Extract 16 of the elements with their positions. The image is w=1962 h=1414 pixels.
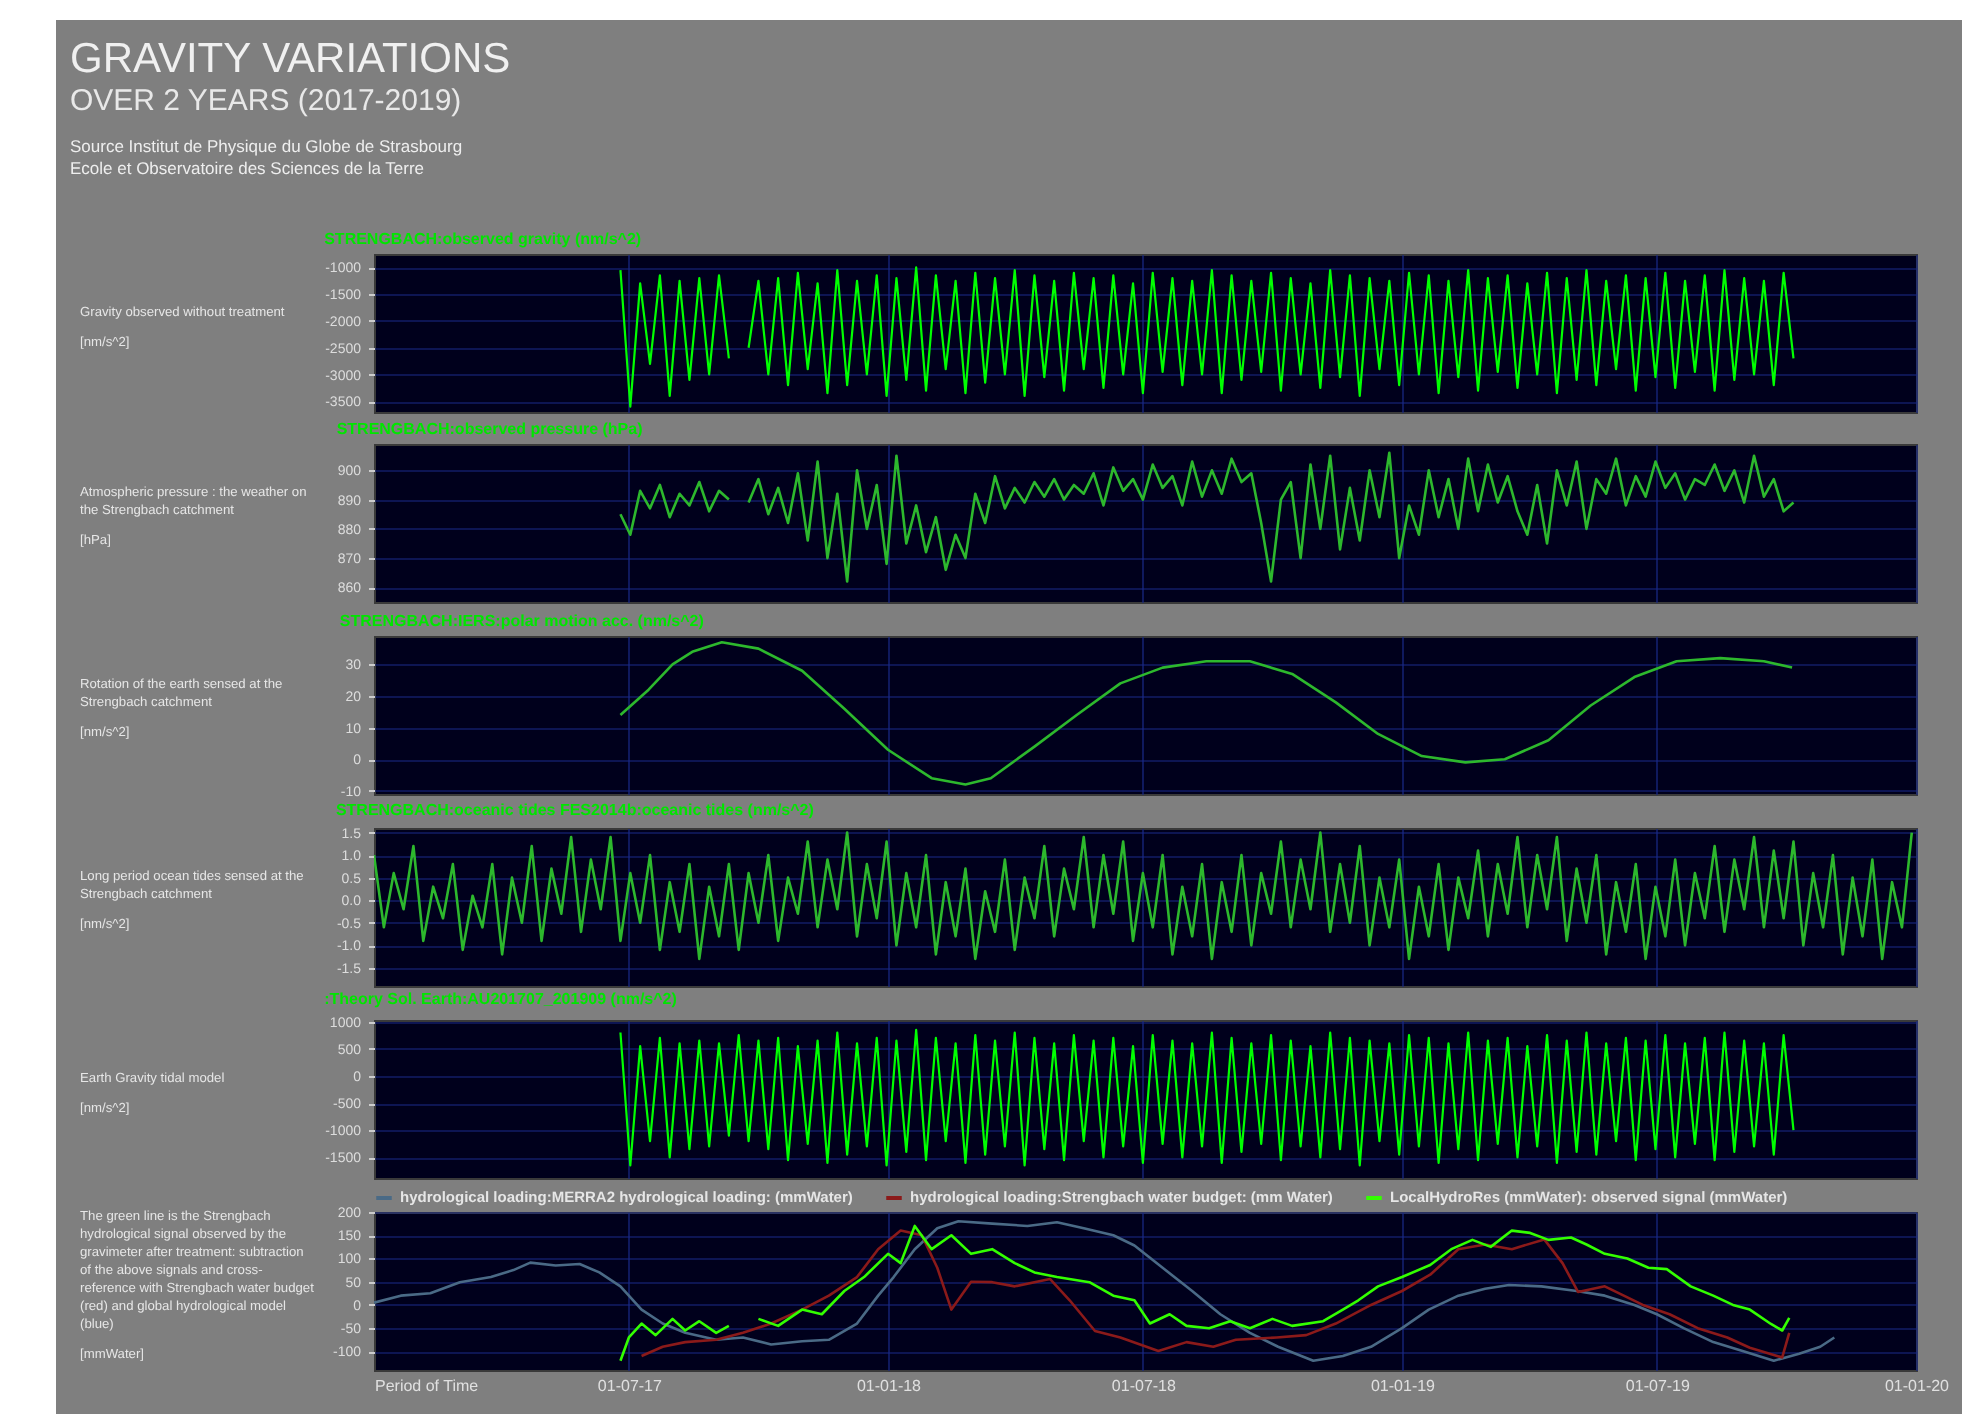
x-tick-label: 01-07-18 bbox=[1111, 1377, 1177, 1395]
chart-title: STRENGBACH:oceanic tides FES2014b:oceanic tides (nm/s^2) bbox=[335, 800, 815, 819]
text: Ecole et Observatoire des Sciences de la Terre bbox=[70, 158, 427, 180]
text: OVER 2 YEARS (2017-2019) bbox=[70, 84, 464, 120]
x-tick-label: 01-07-17 bbox=[597, 1377, 663, 1395]
chart-title: STRENGBACH:observed gravity (nm/s^2) bbox=[324, 230, 642, 248]
x-tick-label: 01-01-20 bbox=[1884, 1377, 1951, 1395]
x-tick-label: 01-01-18 bbox=[856, 1377, 923, 1395]
chart-title: STRENGBACH:IERS:polar motion acc. (nm/s^2) bbox=[339, 612, 705, 630]
x-tick-label: 01-01-19 bbox=[1370, 1377, 1437, 1395]
chart-title: STRENGBACH:observed pressure (hPa) bbox=[336, 420, 644, 438]
chart-title: :Theory Sol. Earth:AU201707_201909 (nm/s^2) bbox=[324, 989, 678, 1008]
x-tick-label: 01-07-19 bbox=[1625, 1377, 1691, 1395]
source-note: Source Institut de Physique du Globe de Strasbourg bbox=[70, 136, 465, 158]
text: GRAVITY VARIATIONS bbox=[70, 36, 511, 84]
x-axis-title: Period of Time bbox=[375, 1377, 480, 1395]
